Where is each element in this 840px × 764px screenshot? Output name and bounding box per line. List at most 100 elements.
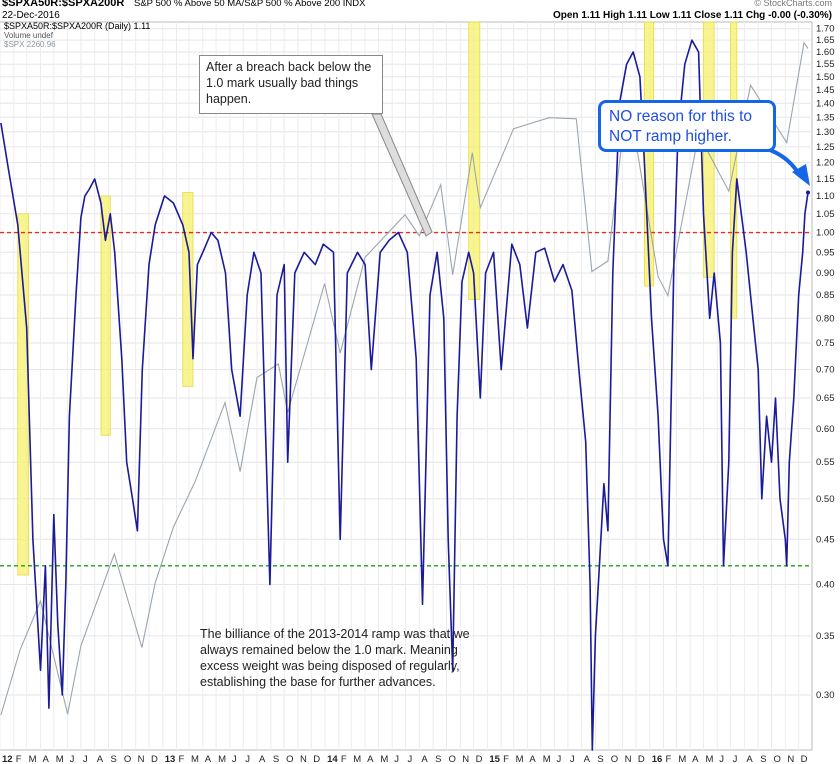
x-tick-label: F <box>179 754 185 764</box>
y-tick-label: 0.75 <box>816 338 835 349</box>
x-tick-label: J <box>394 754 399 764</box>
x-tick-label: M <box>353 754 361 764</box>
x-tick-label: 13 <box>165 754 176 764</box>
ratio-series-line <box>0 39 809 751</box>
callout-arrow-head <box>792 164 810 186</box>
y-tick-label: 1.55 <box>816 59 835 70</box>
x-tick-label: O <box>448 754 455 764</box>
x-tick-label: A <box>692 754 699 764</box>
y-tick-label: 0.30 <box>816 690 835 701</box>
x-tick-label: O <box>774 754 781 764</box>
x-tick-label: J <box>733 754 738 764</box>
y-tick-label: 0.85 <box>816 290 835 301</box>
y-tick-label: 1.70 <box>816 24 835 35</box>
y-tick-label: 1.45 <box>816 85 835 96</box>
x-tick-label: J <box>83 754 88 764</box>
x-tick-label: M <box>191 754 199 764</box>
x-tick-label: N <box>625 754 632 764</box>
x-tick-label: D <box>476 754 483 764</box>
x-tick-label: J <box>245 754 250 764</box>
y-tick-label: 1.50 <box>816 72 835 83</box>
x-tick-label: 16 <box>652 754 663 764</box>
x-tick-label: A <box>584 754 591 764</box>
x-tick-label: M <box>516 754 524 764</box>
x-tick-label: A <box>205 754 212 764</box>
chart-date: 22-Dec-2016 <box>2 10 60 21</box>
reference-lines <box>0 231 812 567</box>
y-tick-label: 1.65 <box>816 35 835 46</box>
chart-description: S&P 500 % Above 50 MA/S&P 500 % Above 20… <box>134 0 366 9</box>
x-tick-label: F <box>16 754 22 764</box>
y-tick-label: 0.50 <box>816 494 835 505</box>
x-tick-label: F <box>503 754 509 764</box>
x-tick-label: D <box>801 754 808 764</box>
chart-symbol: $SPXA50R:$SPXA200R <box>2 0 125 9</box>
highlight-band <box>182 192 194 387</box>
y-axis: 1.701.651.601.55 1.50 1.45 1.40 1.35 1.30 1.25… <box>816 24 835 701</box>
legend-volume: Volume undef <box>4 31 53 40</box>
x-tick-label: J <box>719 754 724 764</box>
y-tick-label: 0.80 <box>816 313 835 324</box>
highlight-band <box>730 21 738 319</box>
x-tick-label: M <box>705 754 713 764</box>
y-tick-label: 0.35 <box>816 631 835 642</box>
x-tick-label: J <box>408 754 413 764</box>
y-tick-label: 1.05 <box>816 209 835 220</box>
y-tick-label: 1.30 <box>816 127 835 138</box>
y-tick-label: 1.60 <box>816 47 835 58</box>
x-tick-label: D <box>151 754 158 764</box>
x-tick-label: S <box>760 754 766 764</box>
x-tick-label: A <box>746 754 753 764</box>
y-tick-label: 1.35 <box>816 112 835 123</box>
y-tick-label: 1.25 <box>816 142 835 153</box>
x-tick-label: S <box>435 754 441 764</box>
y-tick-label: 0.40 <box>816 580 835 591</box>
last-value-point <box>805 190 810 195</box>
y-tick-label: 1.20 <box>816 158 835 169</box>
y-tick-label: 1.15 <box>816 174 835 185</box>
highlight-band <box>100 195 111 436</box>
x-tick-label: A <box>367 754 374 764</box>
legend-spx: $SPX 2260.96 <box>4 40 56 49</box>
x-tick-label: 15 <box>489 754 500 764</box>
x-tick-label: J <box>232 754 237 764</box>
y-tick-label: 1.40 <box>816 98 835 109</box>
x-tick-label: M <box>678 754 686 764</box>
x-tick-label: D <box>313 754 320 764</box>
x-tick-label: M <box>56 754 64 764</box>
highlight-band <box>17 213 29 576</box>
x-tick-label: M <box>29 754 37 764</box>
y-tick-label: 0.95 <box>816 247 835 258</box>
x-tick-label: A <box>42 754 49 764</box>
annotation-arrows <box>371 113 810 237</box>
x-tick-label: J <box>70 754 75 764</box>
x-tick-label: N <box>300 754 307 764</box>
x-tick-label: A <box>97 754 104 764</box>
x-tick-label: F <box>665 754 671 764</box>
x-tick-label: S <box>111 754 117 764</box>
x-tick-label: J <box>570 754 575 764</box>
x-tick-label: O <box>286 754 293 764</box>
y-tick-label: 0.90 <box>816 268 835 279</box>
x-tick-label: M <box>380 754 388 764</box>
x-tick-label: N <box>787 754 794 764</box>
x-tick-label: D <box>638 754 645 764</box>
y-tick-label: 0.70 <box>816 365 835 376</box>
x-tick-label: N <box>462 754 469 764</box>
x-tick-label: S <box>597 754 603 764</box>
x-tick-label: F <box>341 754 347 764</box>
y-tick-label: 1.00 <box>816 228 835 239</box>
x-tick-label: J <box>557 754 562 764</box>
x-tick-label: M <box>543 754 551 764</box>
x-tick-label: O <box>124 754 131 764</box>
x-axis: 12 F M A M J J A S O N D 13 F M A M J J A S O N D 14 F M A M J J A S O N D 1… <box>2 754 808 764</box>
ohlc-readout: Open 1.11 High 1.11 Low 1.11 Close 1.11 … <box>552 10 832 21</box>
x-tick-label: O <box>611 754 618 764</box>
ramp-note: The billiance of the 2013-2014 ramp was … <box>200 627 470 689</box>
source-label: © StockCharts.com <box>754 0 832 8</box>
callout-box: NO reason for this to NOT ramp higher. <box>598 100 776 152</box>
series-lines <box>0 39 810 751</box>
x-tick-label: M <box>218 754 226 764</box>
breach-note: After a breach back below the 1.0 mark u… <box>199 55 383 114</box>
